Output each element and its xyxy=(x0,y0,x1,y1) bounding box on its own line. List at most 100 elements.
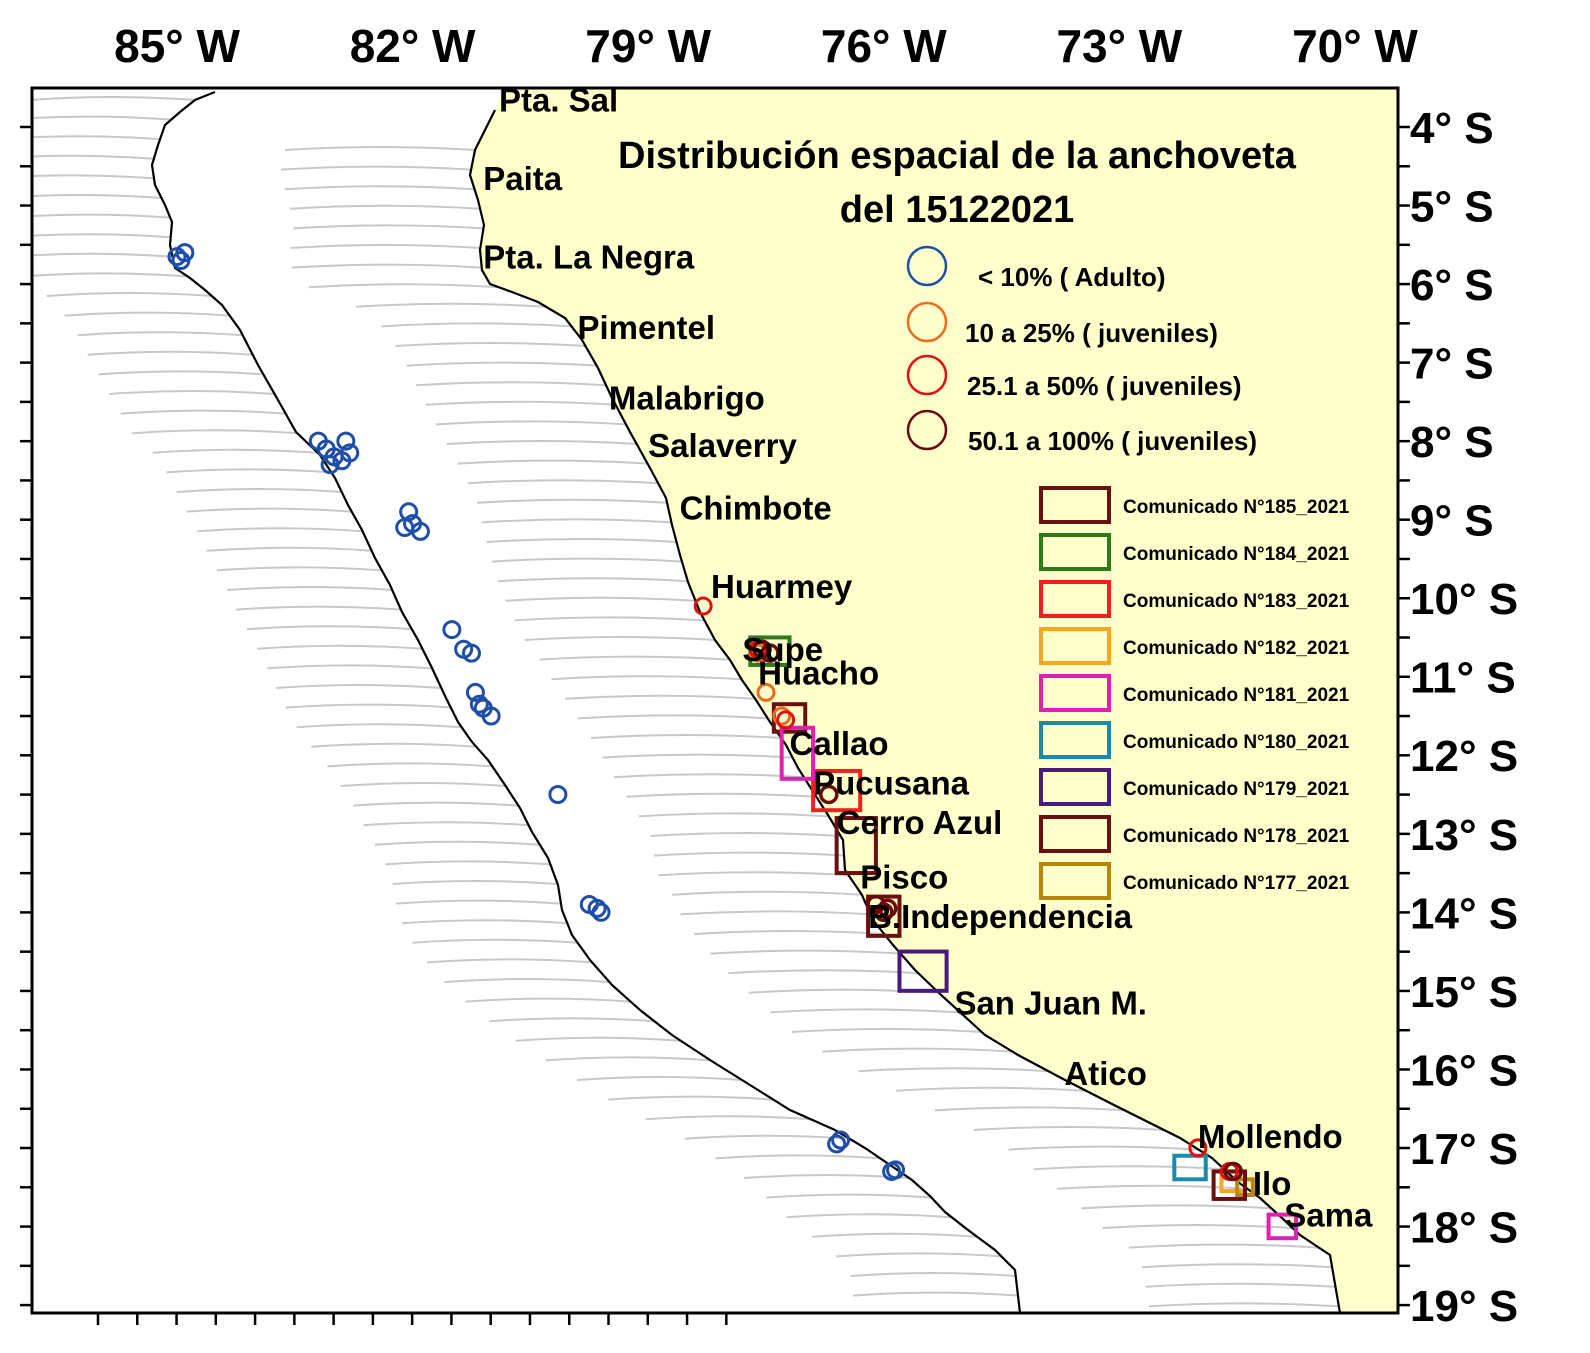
band-line xyxy=(576,1076,743,1081)
zone-comunicado-178 xyxy=(834,816,878,876)
band-line xyxy=(425,400,616,406)
obs-adult xyxy=(831,1130,851,1150)
obs-10-25 xyxy=(772,706,792,726)
place-label: Pucusana xyxy=(813,765,970,802)
place-label: Huarmey xyxy=(711,568,853,605)
band-line xyxy=(650,832,841,837)
band-line xyxy=(545,1056,711,1062)
legend-box-label: Comunicado N°181_2021 xyxy=(1123,685,1350,706)
band-line xyxy=(786,1213,952,1219)
legend-box xyxy=(1039,674,1111,712)
band-line xyxy=(1128,1243,1319,1249)
longitude-label: 82° W xyxy=(350,20,476,72)
band-line xyxy=(565,694,756,700)
longitude-label: 76° W xyxy=(821,20,947,72)
obs-adult xyxy=(175,243,195,263)
obs-50-100 xyxy=(874,902,894,923)
legend-box xyxy=(1039,580,1111,618)
place-label: Malabrigo xyxy=(609,380,765,417)
obs-adult xyxy=(465,682,485,702)
band-line xyxy=(602,753,793,759)
band-line xyxy=(32,194,162,199)
band-line xyxy=(481,518,672,524)
band-line xyxy=(311,742,477,748)
band-line xyxy=(235,605,402,611)
band-line xyxy=(176,488,342,493)
place-label: Salaverry xyxy=(648,427,797,464)
obs-adult xyxy=(320,455,340,475)
obs-50-100 xyxy=(760,643,780,663)
band-line xyxy=(497,577,688,583)
place-label: Atico xyxy=(1064,1055,1147,1092)
band-line xyxy=(395,899,562,905)
band-line xyxy=(120,409,286,415)
place-label: Mollendo xyxy=(1198,1118,1343,1155)
map-frame-border xyxy=(30,86,1400,1315)
obs-adult xyxy=(587,898,607,918)
band-line xyxy=(653,851,845,857)
band-line xyxy=(1148,1302,1339,1308)
band-line xyxy=(166,468,332,474)
band-line xyxy=(290,244,481,249)
band-line xyxy=(98,370,264,376)
comunicado-zones xyxy=(748,635,1299,1241)
band-line xyxy=(791,1028,982,1033)
outer-grid-lines xyxy=(32,96,1019,1297)
band-line xyxy=(64,311,230,317)
band-line xyxy=(392,880,558,885)
place-label: Callao xyxy=(790,725,889,762)
legend-circle xyxy=(906,301,948,343)
band-line xyxy=(308,283,499,289)
band-line xyxy=(444,978,610,983)
legend-circle xyxy=(906,409,948,451)
band-line xyxy=(327,762,493,768)
band-line xyxy=(435,420,627,426)
comunicado-legend: Comunicado N°185_2021 Comunicado N°184_20… xyxy=(1039,486,1350,900)
band-line xyxy=(206,546,372,552)
band-line xyxy=(766,1193,932,1199)
latitude-label: 12° S xyxy=(1410,732,1518,781)
obs-25-50 xyxy=(1188,1138,1208,1158)
band-line xyxy=(1057,1184,1248,1190)
band-line xyxy=(32,115,172,121)
legend-box-label: Comunicado N°182_2021 xyxy=(1123,638,1350,659)
band-line xyxy=(608,1095,774,1101)
legend-box-label: Comunicado N°180_2021 xyxy=(1123,732,1350,753)
band-line xyxy=(276,684,442,689)
band-line xyxy=(284,185,475,191)
map-title-line1: Distribución espacial de la anchoveta xyxy=(618,135,1297,177)
latitude-label: 13° S xyxy=(1410,811,1518,860)
band-line xyxy=(1142,1263,1333,1269)
latitude-label: 11° S xyxy=(1410,654,1516,703)
latitude-label: 16° S xyxy=(1410,1046,1518,1095)
band-line xyxy=(267,664,433,670)
band-line xyxy=(715,1154,881,1160)
obs-adult xyxy=(340,443,360,463)
obs-25-50 xyxy=(693,596,713,616)
place-label: Pta. La Negra xyxy=(483,238,695,275)
latitude-label: 4° S xyxy=(1410,104,1494,153)
legend-circle xyxy=(906,245,948,287)
band-line xyxy=(374,840,540,846)
band-line xyxy=(415,381,607,387)
obs-50-100 xyxy=(877,898,898,919)
band-line xyxy=(658,871,849,877)
zone-comunicado-179 xyxy=(897,949,949,993)
obs-adult xyxy=(469,694,489,714)
latitude-label: 17° S xyxy=(1410,1125,1518,1174)
band-line xyxy=(514,616,705,622)
band-line xyxy=(524,636,716,641)
map-title-line2: del 15122021 xyxy=(840,189,1075,231)
obs-adult xyxy=(827,1134,847,1154)
band-line xyxy=(412,938,578,944)
circle-legend: < 10% ( Adulto) 10 a 25% ( juveniles) 25.1… xyxy=(906,245,1257,456)
band-line xyxy=(896,1086,1087,1092)
band-line xyxy=(645,1115,811,1121)
legend-box xyxy=(1039,862,1111,900)
band-line xyxy=(381,322,572,328)
legend-box xyxy=(1039,768,1111,806)
latitude-label: 8° S xyxy=(1410,418,1494,467)
legend-circle-label: 10 a 25% ( juveniles) xyxy=(965,318,1218,348)
place-label: B.Independencia xyxy=(868,898,1133,935)
